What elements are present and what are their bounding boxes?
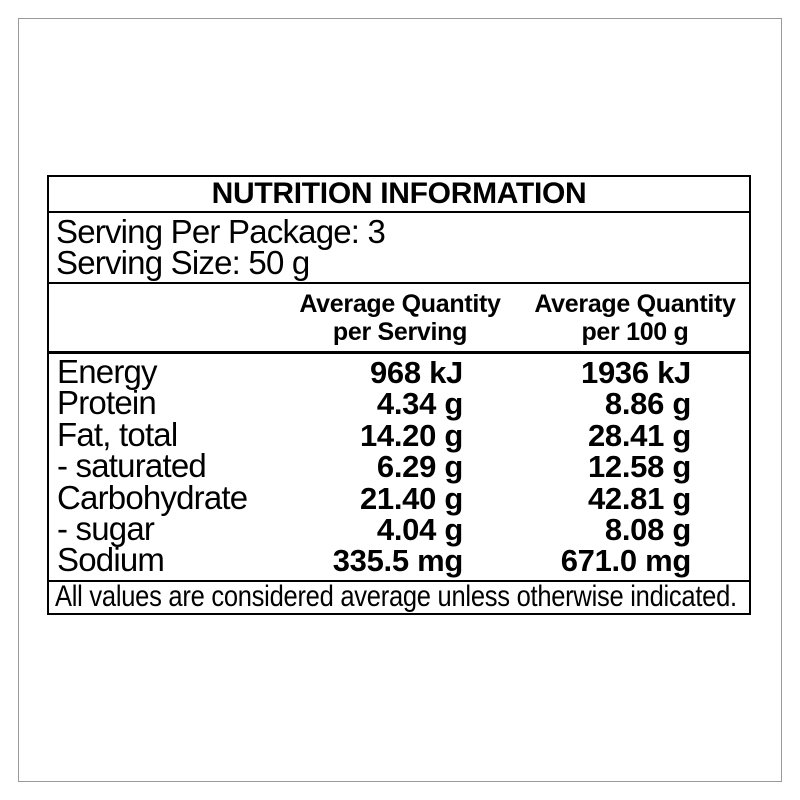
column-header-line: per 100 g (581, 318, 689, 346)
per-100g-value: 8.86 g (604, 386, 691, 422)
nutrient-label: Fat, total (57, 415, 178, 453)
panel-title: NUTRITION INFORMATION (49, 177, 749, 213)
nutrient-label: Carbohydrate (57, 478, 248, 516)
nutrient-label: Sodium (57, 541, 165, 579)
serving-info-section: Serving Per Package: 3 Serving Size: 50 … (49, 213, 749, 284)
per-100g-value: 28.41 g (587, 417, 691, 453)
nutrient-label: Energy (57, 353, 158, 390)
per-100g-value: 1936 kJ (581, 355, 691, 390)
nutrient-row-sodium: Sodium 335.5 mg 671.0 mg (49, 541, 749, 579)
nutrient-label: - saturated (57, 447, 207, 485)
nutrient-row-protein: Protein 4.34 g 8.86 g (49, 384, 749, 422)
serving-size: Serving Size: 50 g (56, 244, 310, 281)
per-serving-value: 21.40 g (359, 480, 463, 516)
column-header-line: Average Quantity (299, 290, 501, 318)
per-serving-value: 968 kJ (369, 355, 463, 390)
footnote-text: All values are considered average unless… (55, 581, 737, 613)
nutrient-row-sugar: - sugar 4.04 g 8.08 g (49, 509, 749, 547)
nutrient-row-energy: Energy 968 kJ 1936 kJ (49, 353, 749, 390)
per-100g-value: 8.08 g (604, 511, 691, 547)
column-header-per-serving: Average Quantity per Serving (286, 290, 514, 346)
image-border-frame (18, 18, 782, 782)
nutrient-row-fat-total: Fat, total 14.20 g 28.41 g (49, 415, 749, 453)
column-header-per-100g: Average Quantity per 100 g (521, 290, 749, 346)
per-serving-value: 14.20 g (359, 417, 463, 453)
per-100g-value: 671.0 mg (560, 543, 692, 579)
nutrient-label: Protein (57, 384, 157, 422)
nutrient-row-saturated: - saturated 6.29 g 12.58 g (49, 447, 749, 485)
column-header-row: Average Quantity per Serving Average Qua… (49, 284, 749, 354)
footnote-row: All values are considered average unless… (49, 582, 749, 613)
nutrition-information-panel: NUTRITION INFORMATION Serving Per Packag… (47, 175, 751, 615)
column-header-line: per Serving (332, 318, 468, 346)
per-serving-value: 4.04 g (376, 511, 463, 547)
nutrient-label: - sugar (57, 509, 155, 547)
per-100g-value: 42.81 g (587, 480, 691, 516)
column-header-line: Average Quantity (534, 290, 736, 318)
per-serving-value: 335.5 mg (332, 543, 464, 579)
per-serving-value: 4.34 g (376, 386, 463, 422)
serving-per-package: Serving Per Package: 3 (56, 213, 386, 250)
per-serving-value: 6.29 g (376, 449, 463, 485)
nutrient-row-carbohydrate: Carbohydrate 21.40 g 42.81 g (49, 478, 749, 516)
per-100g-value: 12.58 g (587, 449, 691, 485)
nutrient-data-section: Energy 968 kJ 1936 kJ Protein 4.34 g 8.8… (49, 354, 749, 582)
